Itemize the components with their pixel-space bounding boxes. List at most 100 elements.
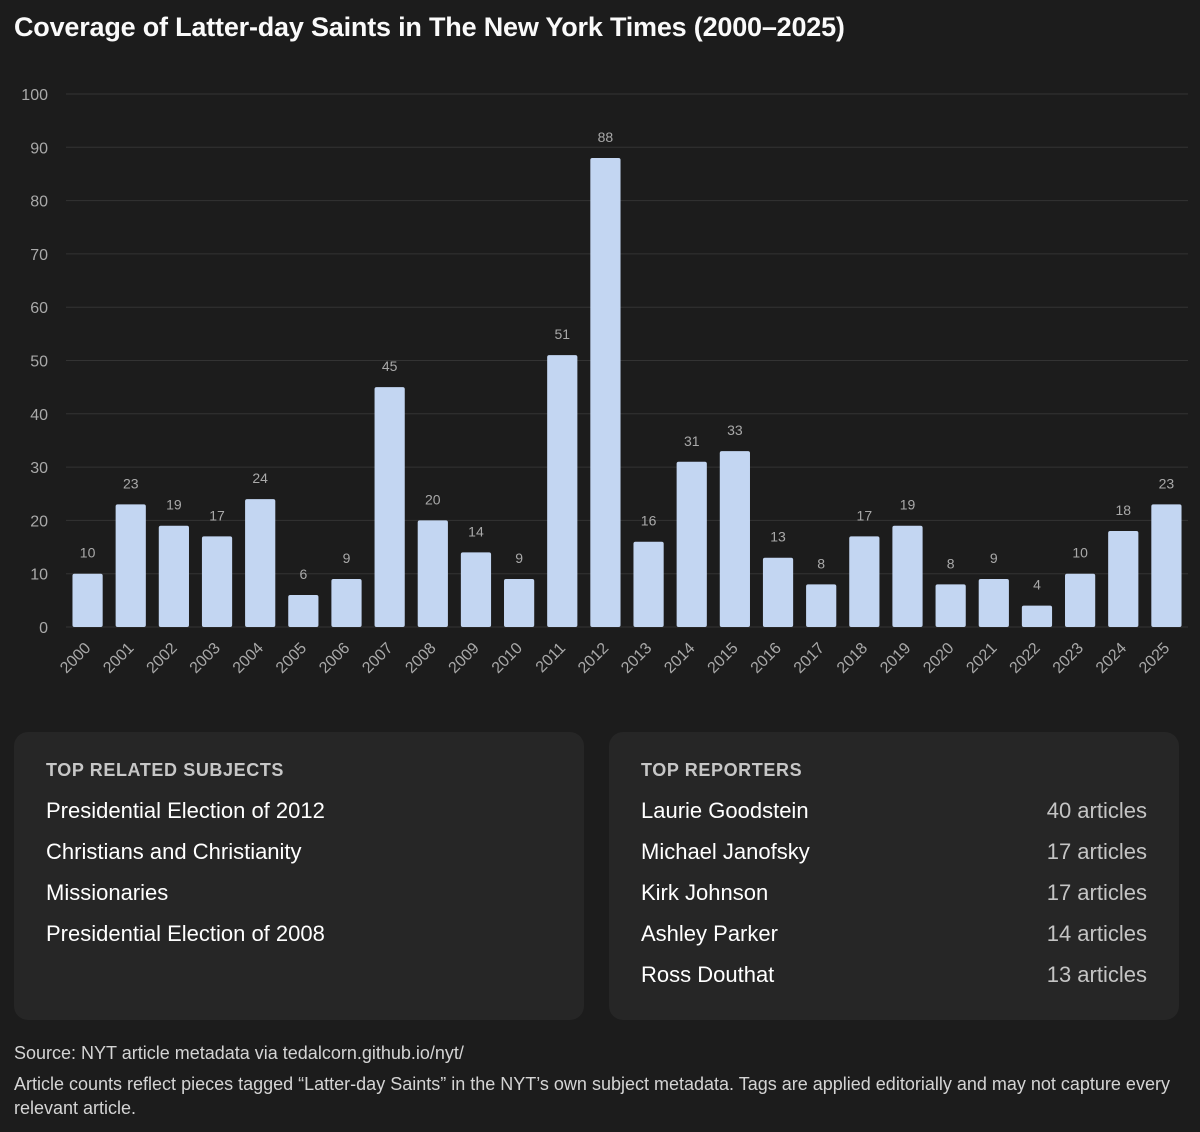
data-label: 88 (598, 129, 614, 145)
y-tick-label: 10 (30, 567, 48, 584)
x-tick-label: 2016 (748, 640, 785, 677)
related-subjects-heading: TOP RELATED SUBJECTS (46, 760, 285, 780)
reporter-count: 17 articles (1046, 880, 1147, 905)
reporter-name: Ashley Parker (641, 921, 778, 946)
reporter-row: Ross Douthat 13 articles (641, 961, 1147, 1002)
bar (158, 525, 189, 627)
y-tick-label: 50 (30, 354, 48, 371)
x-tick-label: 2005 (273, 640, 310, 677)
reporter-count: 14 articles (1046, 921, 1147, 946)
x-tick-label: 2000 (57, 640, 94, 677)
bar (1021, 605, 1053, 627)
bar (892, 525, 923, 627)
bar (978, 579, 1009, 627)
bar (72, 573, 103, 627)
data-label: 14 (468, 523, 484, 539)
x-tick-label: 2002 (144, 640, 181, 677)
bar (1065, 573, 1096, 627)
x-tick-label: 2022 (1007, 640, 1044, 677)
y-tick-label: 80 (30, 194, 48, 211)
data-label: 24 (252, 470, 268, 486)
bar (331, 579, 362, 627)
bar (417, 520, 448, 627)
bar (504, 579, 535, 627)
reporter-row: Ashley Parker 14 articles (641, 920, 1147, 961)
y-tick-label: 100 (21, 87, 48, 104)
data-label: 9 (515, 550, 523, 566)
x-tick-label: 2015 (705, 640, 742, 677)
subject-item: Presidential Election of 2008 (46, 921, 325, 946)
data-label: 20 (425, 491, 441, 507)
reporter-count: 17 articles (1046, 839, 1147, 864)
x-tick-label: 2004 (230, 640, 267, 677)
data-label: 13 (770, 529, 786, 545)
bar (590, 157, 621, 627)
reporter-row: Michael Janofsky 17 articles (641, 838, 1147, 879)
bar (245, 499, 276, 627)
top-reporters-panel: TOP REPORTERS Laurie Goodstein 40 article… (609, 732, 1179, 1020)
data-label: 33 (727, 422, 743, 438)
x-tick-label: 2017 (791, 640, 828, 677)
data-label: 8 (947, 555, 955, 571)
x-tick-label: 2020 (920, 640, 957, 677)
reporter-row: Laurie Goodstein 40 articles (641, 797, 1147, 838)
bar (201, 536, 233, 627)
x-tick-label: 2019 (877, 640, 914, 677)
y-tick-label: 60 (30, 300, 48, 317)
bar (633, 541, 664, 627)
reporter-name: Kirk Johnson (641, 880, 769, 905)
x-tick-label: 2023 (1050, 640, 1087, 677)
subject-item: Christians and Christianity (46, 839, 302, 864)
data-label: 31 (684, 433, 700, 449)
y-tick-label: 70 (30, 247, 48, 264)
bar (719, 451, 750, 627)
reporter-row: Kirk Johnson 17 articles (641, 879, 1147, 920)
data-label: 9 (343, 550, 351, 566)
bar (935, 584, 966, 627)
top-reporters-heading: TOP REPORTERS (641, 760, 803, 780)
bar (1151, 504, 1182, 627)
y-tick-label: 90 (30, 140, 48, 157)
bar (374, 387, 405, 627)
source-text: Source: NYT article metadata via tedalco… (14, 1043, 464, 1063)
bar (460, 552, 492, 627)
data-label: 45 (382, 358, 398, 374)
bar (762, 557, 794, 627)
data-label: 10 (1072, 545, 1088, 561)
bar (676, 461, 707, 627)
y-tick-label: 0 (39, 620, 48, 637)
x-tick-label: 2010 (489, 640, 526, 677)
bar (288, 595, 319, 627)
x-tick-label: 2006 (316, 640, 353, 677)
reporter-count: 40 articles (1046, 798, 1147, 823)
reporter-name: Ross Douthat (641, 962, 775, 987)
y-tick-label: 40 (30, 407, 48, 424)
reporter-name: Michael Janofsky (641, 839, 810, 864)
bar (547, 355, 578, 627)
related-subjects-panel: TOP RELATED SUBJECTS Presidential Electi… (14, 732, 584, 1020)
data-label: 19 (900, 497, 916, 513)
methodology-note: Article counts reflect pieces tagged “La… (14, 1074, 1170, 1118)
x-tick-label: 2024 (1093, 640, 1130, 677)
bar (849, 536, 880, 627)
x-tick-label: 2011 (533, 640, 569, 676)
page-title: Coverage of Latter-day Saints in The New… (14, 12, 845, 42)
bar (115, 504, 146, 627)
bar (1108, 531, 1139, 627)
bar-chart: 0 10 20 30 40 50 60 70 80 90 100 10 2000 23 2001 19 2002… (21, 87, 1188, 677)
data-label: 18 (1115, 502, 1131, 518)
data-label: 10 (80, 545, 96, 561)
x-tick-label: 2001 (100, 640, 137, 677)
bar (806, 584, 837, 627)
subject-item: Missionaries (46, 880, 169, 905)
x-tick-label: 2012 (575, 640, 612, 677)
data-label: 17 (857, 507, 873, 523)
data-label: 9 (990, 550, 998, 566)
x-tick-label: 2008 (402, 640, 439, 677)
y-tick-label: 20 (30, 513, 48, 530)
data-label: 16 (641, 513, 657, 529)
data-label: 23 (123, 475, 139, 491)
data-label: 51 (554, 326, 570, 342)
x-tick-label: 2009 (446, 640, 483, 677)
x-tick-label: 2013 (618, 640, 655, 677)
